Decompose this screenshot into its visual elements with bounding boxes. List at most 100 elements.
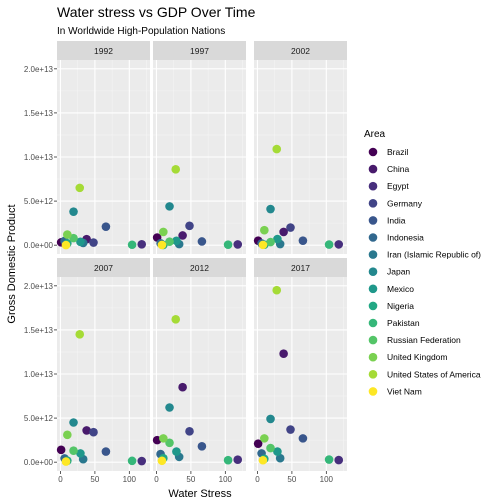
data-point xyxy=(185,221,194,231)
data-point xyxy=(63,430,72,440)
facet-strip xyxy=(153,258,246,277)
legend-label: Russian Federation xyxy=(387,335,461,345)
x-axis-title: Water Stress xyxy=(168,488,232,500)
legend: Area Brazil China Egypt Germany India Indones… xyxy=(364,129,481,396)
data-point xyxy=(76,237,85,247)
legend-label: Germany xyxy=(387,198,423,208)
facet-panel: 2007 0.0e+00 5.0e+12 1.0e+13 1.5e+13 2.0e+13 0… xyxy=(24,258,150,484)
y-tick-label: 0.0e+00 xyxy=(24,458,54,467)
data-point xyxy=(127,240,137,250)
y-tick-label: 2.0e+13 xyxy=(24,65,54,74)
legend-label: China xyxy=(387,164,409,174)
data-point xyxy=(258,455,268,465)
y-tick-label: 1.5e+13 xyxy=(24,109,54,118)
y-tick-label: 0.0e+00 xyxy=(24,241,54,250)
data-point xyxy=(266,414,275,424)
facet-panel: 2012 0 50 100 xyxy=(152,258,246,484)
legend-label: Nigeria xyxy=(387,301,414,311)
data-point xyxy=(324,455,334,464)
data-point xyxy=(165,202,174,211)
facet-strip-label: 2012 xyxy=(190,263,209,273)
y-tick-label: 5.0e+12 xyxy=(24,414,54,423)
x-tick-label: 100 xyxy=(123,475,137,484)
legend-item: China xyxy=(368,164,409,174)
x-tick-label: 100 xyxy=(219,475,233,484)
legend-key xyxy=(368,284,378,294)
legend-key xyxy=(368,318,378,328)
y-tick-label: 1.0e+13 xyxy=(24,153,54,162)
data-point xyxy=(159,434,168,443)
data-point xyxy=(334,455,344,465)
data-point xyxy=(157,456,167,466)
data-point xyxy=(89,238,98,247)
facet-panel: 1992 0.0e+00 5.0e+12 1.0e+13 1.5e+13 2.0e+13 xyxy=(24,41,150,254)
legend-label: Japan xyxy=(387,267,410,277)
facet-strip xyxy=(57,258,150,277)
facet-strip-label: 2017 xyxy=(291,263,310,273)
legend-item: Brazil xyxy=(368,147,408,157)
data-point xyxy=(223,240,233,249)
legend-item: United Kingdom xyxy=(368,352,447,362)
legend-key xyxy=(368,147,378,157)
legend-item: United States of America xyxy=(368,369,481,379)
data-point xyxy=(258,240,268,250)
legend-key xyxy=(368,250,378,259)
facet-strip xyxy=(57,41,150,60)
data-point xyxy=(286,425,295,434)
data-point xyxy=(63,230,72,239)
legend-key xyxy=(368,199,378,208)
data-point xyxy=(82,426,91,435)
legend-item: Nigeria xyxy=(368,301,414,311)
data-point xyxy=(127,456,137,466)
facet-panel: 2002 xyxy=(253,41,347,254)
data-point xyxy=(76,449,85,458)
data-point xyxy=(178,231,187,240)
legend-label: Iran (Islamic Republic of) xyxy=(387,250,481,260)
data-point xyxy=(275,453,285,463)
data-point xyxy=(272,285,282,295)
data-point xyxy=(61,457,71,466)
data-point xyxy=(69,207,78,216)
y-axis-title: Gross Domestic Product xyxy=(6,204,18,323)
data-point xyxy=(197,237,207,246)
x-tick-label: 0 xyxy=(255,475,260,484)
x-tick-label: 100 xyxy=(320,475,334,484)
data-point xyxy=(137,456,147,466)
data-point xyxy=(56,445,66,455)
data-point xyxy=(273,234,282,244)
facet-strip xyxy=(153,41,246,60)
data-point xyxy=(165,438,174,448)
data-point xyxy=(172,236,181,246)
data-point xyxy=(273,447,282,456)
data-point xyxy=(334,240,344,249)
data-point xyxy=(171,165,181,174)
facet-panels: 1992 0.0e+00 5.0e+12 1.0e+13 1.5e+13 2.0e+13 1… xyxy=(24,41,347,484)
data-point xyxy=(101,447,111,456)
legend-label: Indonesia xyxy=(387,233,424,243)
legend-label: Pakistan xyxy=(387,318,420,328)
legend-key xyxy=(368,164,378,174)
data-point xyxy=(286,223,295,232)
data-point xyxy=(165,403,174,412)
legend-item: India xyxy=(368,215,406,225)
data-point xyxy=(178,382,187,392)
facet-strip-label: 2007 xyxy=(94,263,113,273)
x-tick-label: 50 xyxy=(186,475,195,484)
x-tick-label: 50 xyxy=(90,475,99,484)
x-tick-label: 50 xyxy=(287,475,296,484)
data-point xyxy=(260,434,269,443)
data-point xyxy=(223,455,233,465)
data-point xyxy=(61,240,71,250)
chart-subtitle: In Worldwide High-Population Nations xyxy=(57,26,225,37)
legend-key xyxy=(368,267,378,277)
legend-item: Russian Federation xyxy=(368,335,461,345)
legend-item: Pakistan xyxy=(368,318,420,328)
facet-strip-label: 1997 xyxy=(190,46,209,56)
legend-title: Area xyxy=(364,129,386,140)
data-point xyxy=(159,227,168,237)
data-point xyxy=(253,439,263,448)
data-point xyxy=(233,455,243,465)
facet-strip-label: 1992 xyxy=(94,46,113,56)
data-point xyxy=(266,204,275,214)
legend-key xyxy=(368,335,378,345)
